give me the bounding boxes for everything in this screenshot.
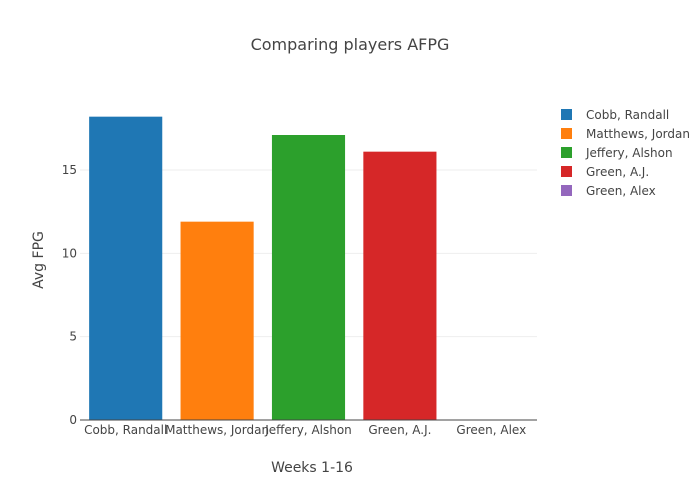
legend-item[interactable]: Cobb, Randall [561, 108, 669, 122]
y-tick-label: 0 [69, 413, 77, 427]
x-axis-title: Weeks 1-16 [271, 460, 353, 476]
legend[interactable]: Cobb, Randall Matthews, Jordan Jeffery, Al… [561, 108, 690, 198]
legend-swatch [561, 109, 572, 120]
legend-swatch [561, 147, 572, 158]
y-tick-label: 5 [69, 330, 77, 344]
bar-cobb-randall[interactable] [89, 116, 163, 421]
legend-label: Jeffery, Alshon [585, 146, 673, 160]
x-tick-label: Green, Alex [456, 423, 526, 437]
x-tick-label: Green, A.J. [368, 423, 431, 437]
x-tick-label: Matthews, Jordan [165, 423, 269, 437]
y-tick-label: 15 [62, 163, 77, 177]
legend-item[interactable]: Green, A.J. [561, 165, 649, 179]
legend-swatch [561, 166, 572, 177]
y-tick-label: 10 [62, 246, 77, 260]
legend-item[interactable]: Green, Alex [561, 184, 656, 198]
bars [89, 116, 437, 421]
bar-green-a-j-[interactable] [363, 151, 437, 420]
x-tick-label: Cobb, Randall [84, 423, 167, 437]
y-axis-ticks: 0 5 10 15 [62, 163, 77, 427]
legend-label: Green, A.J. [586, 165, 649, 179]
legend-label: Green, Alex [586, 184, 656, 198]
legend-item[interactable]: Jeffery, Alshon [561, 146, 673, 160]
chart-title: Comparing players AFPG [251, 35, 450, 54]
bar-matthews-jordan[interactable] [180, 221, 254, 420]
legend-swatch [561, 128, 572, 139]
legend-label: Cobb, Randall [586, 108, 669, 122]
legend-item[interactable]: Matthews, Jordan [561, 127, 690, 141]
y-axis-title: Avg FPG [31, 231, 47, 289]
legend-label: Matthews, Jordan [586, 127, 690, 141]
x-tick-label: Jeffery, Alshon [264, 423, 352, 437]
bar-jeffery-alshon[interactable] [271, 135, 346, 420]
legend-swatch [561, 185, 572, 196]
